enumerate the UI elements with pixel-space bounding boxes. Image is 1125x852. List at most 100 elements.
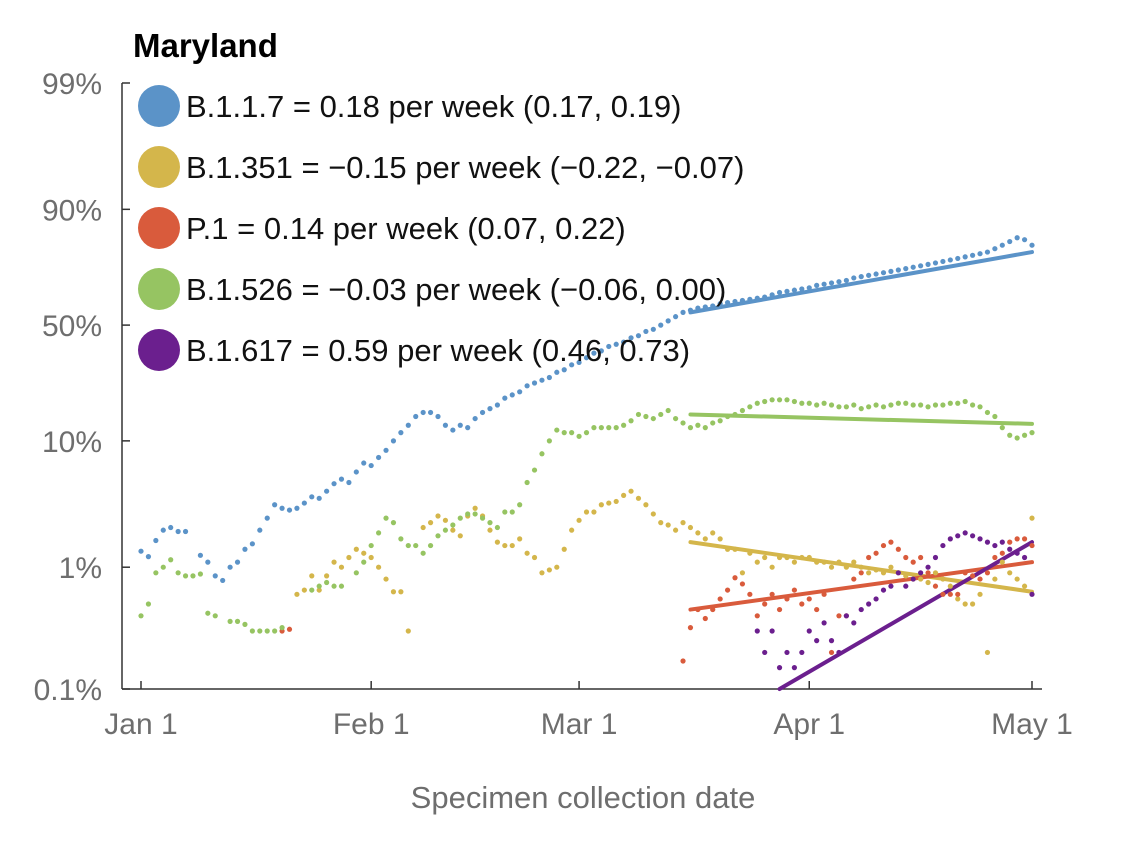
data-point: [784, 649, 790, 656]
data-point: [791, 665, 798, 671]
data-point: [316, 495, 322, 501]
data-point: [732, 575, 738, 581]
data-point: [724, 546, 731, 552]
data-point: [932, 583, 939, 589]
data-point: [888, 564, 894, 570]
data-point: [227, 618, 233, 624]
data-point: [724, 300, 731, 306]
data-point: [1014, 435, 1020, 441]
data-point: [324, 573, 330, 579]
data-point: [739, 581, 746, 587]
data-point: [821, 620, 827, 626]
data-point: [598, 425, 604, 431]
data-point: [472, 511, 478, 517]
data-point: [806, 554, 812, 561]
data-point: [999, 550, 1005, 556]
data-point: [376, 530, 382, 536]
data-point: [413, 542, 419, 549]
data-point: [643, 413, 649, 420]
data-point: [613, 425, 619, 431]
data-point: [970, 573, 976, 579]
data-point: [970, 533, 976, 539]
legend-marker: [138, 329, 180, 371]
data-point: [398, 536, 404, 542]
data-point: [999, 539, 1005, 545]
fit-line-P-1: [688, 560, 1034, 612]
data-point: [531, 467, 538, 473]
data-point: [353, 469, 359, 475]
y-tick-label: 99%: [42, 68, 102, 101]
data-point: [821, 400, 827, 406]
data-point: [405, 422, 411, 428]
data-point: [828, 402, 835, 408]
data-point: [687, 307, 694, 313]
data-point: [546, 567, 552, 573]
data-point: [309, 587, 315, 593]
data-point: [509, 509, 515, 515]
data-point: [992, 413, 998, 420]
data-point: [1021, 554, 1028, 561]
data-point: [1021, 432, 1028, 438]
data-point: [724, 587, 731, 593]
data-point: [776, 289, 783, 296]
data-point: [554, 369, 560, 375]
x-tick-label: Feb 1: [333, 708, 410, 741]
data-point: [420, 409, 426, 416]
data-point: [754, 400, 760, 406]
data-point: [680, 520, 686, 526]
data-point: [591, 425, 597, 431]
data-point: [1021, 583, 1028, 589]
data-point: [925, 579, 931, 586]
data-point: [947, 400, 953, 406]
data-point: [955, 596, 961, 602]
data-point: [220, 577, 226, 584]
data-point: [628, 488, 634, 494]
y-tick-label: 90%: [42, 194, 102, 227]
data-point: [353, 570, 359, 576]
data-point: [182, 528, 189, 535]
series-B-1-1-7: [138, 235, 1035, 584]
data-point: [903, 573, 909, 579]
data-point: [316, 583, 322, 589]
data-point: [932, 260, 939, 266]
data-point: [316, 587, 322, 593]
data-point: [427, 542, 434, 549]
data-point: [710, 530, 716, 536]
data-point: [494, 402, 500, 408]
data-point: [799, 286, 805, 292]
data-point: [628, 335, 634, 341]
data-point: [435, 413, 441, 420]
data-point: [309, 494, 315, 500]
data-point: [851, 559, 857, 565]
data-point: [806, 285, 812, 291]
data-point: [962, 254, 968, 260]
data-point: [212, 573, 218, 579]
data-point: [331, 559, 337, 565]
data-point: [918, 554, 924, 561]
data-point: [747, 404, 753, 410]
series-B-1-617: [754, 530, 1035, 671]
data-point: [970, 402, 976, 408]
data-point: [762, 649, 768, 656]
data-point: [138, 613, 144, 619]
data-point: [873, 567, 879, 573]
data-point: [650, 415, 656, 422]
data-point: [880, 587, 887, 593]
data-point: [531, 554, 538, 561]
data-point: [1007, 570, 1013, 576]
data-point: [301, 500, 307, 506]
data-point: [866, 570, 872, 576]
data-point: [836, 649, 842, 656]
data-point: [992, 246, 998, 252]
data-point: [880, 404, 887, 410]
data-point: [376, 564, 382, 570]
data-point: [806, 400, 812, 406]
data-point: [502, 542, 508, 549]
data-point: [472, 415, 478, 422]
data-point: [732, 411, 738, 418]
data-point: [457, 515, 463, 521]
data-point: [331, 583, 337, 589]
data-point: [398, 430, 404, 436]
data-point: [390, 520, 397, 526]
data-point: [747, 296, 753, 302]
